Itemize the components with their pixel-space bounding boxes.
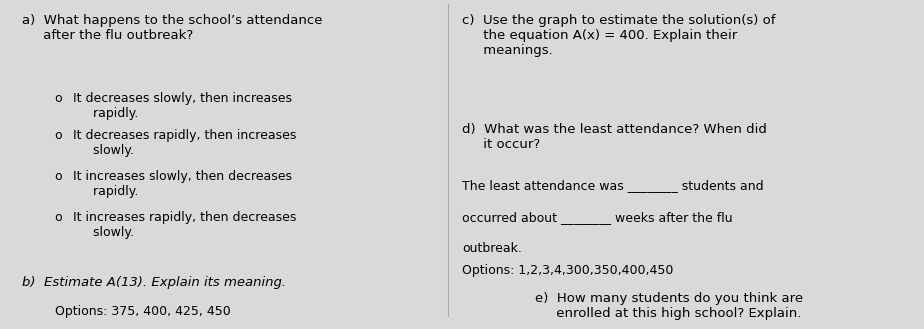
Text: c)  Use the graph to estimate the solution(s) of
     the equation A(x) = 400. E: c) Use the graph to estimate the solutio… <box>462 13 775 57</box>
Text: o: o <box>55 129 62 142</box>
Text: Options: 1,2,3,4,300,350,400,450: Options: 1,2,3,4,300,350,400,450 <box>462 264 674 277</box>
Text: b)  Estimate A(13). Explain its meaning.: b) Estimate A(13). Explain its meaning. <box>22 276 286 290</box>
Text: It increases rapidly, then decreases
     slowly.: It increases rapidly, then decreases slo… <box>73 211 297 239</box>
Text: Options: 375, 400, 425, 450: Options: 375, 400, 425, 450 <box>55 305 230 317</box>
Text: outbreak.: outbreak. <box>462 242 522 255</box>
Text: o: o <box>55 170 62 183</box>
Text: e)  How many students do you think are
     enrolled at this high school? Explai: e) How many students do you think are en… <box>535 292 803 320</box>
Text: It decreases slowly, then increases
     rapidly.: It decreases slowly, then increases rapi… <box>73 92 292 120</box>
Text: a)  What happens to the school’s attendance
     after the flu outbreak?: a) What happens to the school’s attendan… <box>22 13 323 41</box>
Text: It increases slowly, then decreases
     rapidly.: It increases slowly, then decreases rapi… <box>73 170 292 198</box>
Text: o: o <box>55 211 62 224</box>
Text: The least attendance was ________ students and: The least attendance was ________ studen… <box>462 179 763 192</box>
Text: It decreases rapidly, then increases
     slowly.: It decreases rapidly, then increases slo… <box>73 129 297 157</box>
Text: o: o <box>55 92 62 105</box>
Text: d)  What was the least attendance? When did
     it occur?: d) What was the least attendance? When d… <box>462 123 767 151</box>
Text: occurred about ________ weeks after the flu: occurred about ________ weeks after the … <box>462 211 733 224</box>
